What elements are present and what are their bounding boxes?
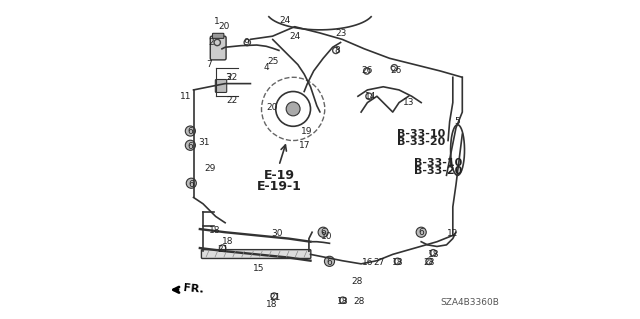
Text: 22: 22 (227, 73, 238, 82)
Text: 18: 18 (266, 300, 277, 309)
Text: 22: 22 (227, 97, 238, 106)
Text: 21: 21 (217, 245, 228, 254)
Text: 28: 28 (353, 297, 364, 306)
Circle shape (186, 178, 196, 188)
Text: B-33-10: B-33-10 (397, 129, 445, 139)
Text: 2: 2 (208, 38, 214, 47)
Circle shape (318, 227, 328, 237)
Text: 11: 11 (180, 92, 191, 101)
Text: E-19-1: E-19-1 (257, 180, 301, 193)
Text: 29: 29 (205, 165, 216, 174)
Text: 3: 3 (225, 73, 231, 82)
Text: 25: 25 (268, 57, 279, 66)
Text: 28: 28 (351, 277, 363, 286)
Text: 18: 18 (337, 297, 349, 306)
Text: 18: 18 (222, 237, 234, 246)
Circle shape (186, 126, 195, 136)
Text: 10: 10 (321, 233, 332, 241)
Text: 12: 12 (447, 229, 458, 238)
Text: 23: 23 (335, 28, 346, 38)
Text: FR.: FR. (183, 283, 204, 294)
Text: 6: 6 (320, 228, 326, 237)
Text: 24: 24 (280, 16, 291, 25)
Text: 20: 20 (218, 22, 229, 31)
Circle shape (416, 227, 426, 237)
Text: 7: 7 (206, 60, 212, 69)
Text: 4: 4 (264, 63, 269, 72)
Text: 16: 16 (362, 258, 373, 267)
Text: 18: 18 (428, 250, 440, 259)
Circle shape (324, 256, 335, 266)
Text: 21: 21 (269, 293, 281, 302)
FancyBboxPatch shape (215, 79, 227, 93)
Text: 6: 6 (326, 258, 332, 267)
Text: B-33-20: B-33-20 (415, 166, 463, 175)
Text: 18: 18 (392, 258, 403, 267)
Text: B-33-10: B-33-10 (415, 158, 463, 168)
Text: 1: 1 (214, 18, 220, 26)
Text: 19: 19 (301, 127, 312, 136)
Text: 6: 6 (188, 180, 194, 189)
FancyBboxPatch shape (211, 36, 226, 60)
Text: B-33-20: B-33-20 (397, 137, 445, 147)
Circle shape (186, 140, 195, 150)
Text: 13: 13 (403, 98, 414, 107)
Text: 28: 28 (424, 258, 435, 267)
Text: 24: 24 (289, 32, 300, 41)
Text: 9: 9 (244, 38, 250, 47)
Text: 30: 30 (271, 229, 282, 238)
Circle shape (286, 102, 300, 116)
Text: 17: 17 (300, 141, 311, 150)
Text: 6: 6 (188, 142, 193, 151)
Text: 6: 6 (188, 127, 193, 136)
FancyBboxPatch shape (212, 33, 224, 38)
Text: 26: 26 (391, 66, 402, 76)
Text: E-19: E-19 (264, 169, 294, 182)
Text: 5: 5 (454, 117, 460, 126)
Text: 14: 14 (365, 92, 376, 101)
Text: SZA4B3360B: SZA4B3360B (440, 298, 499, 307)
Text: 20: 20 (266, 103, 278, 112)
Text: 31: 31 (198, 137, 210, 147)
Text: 26: 26 (362, 66, 373, 76)
Text: 27: 27 (374, 258, 385, 267)
Text: 6: 6 (419, 228, 424, 237)
FancyBboxPatch shape (202, 250, 311, 258)
Text: 15: 15 (253, 264, 264, 273)
Text: 18: 18 (209, 226, 220, 235)
Text: 8: 8 (335, 46, 340, 55)
